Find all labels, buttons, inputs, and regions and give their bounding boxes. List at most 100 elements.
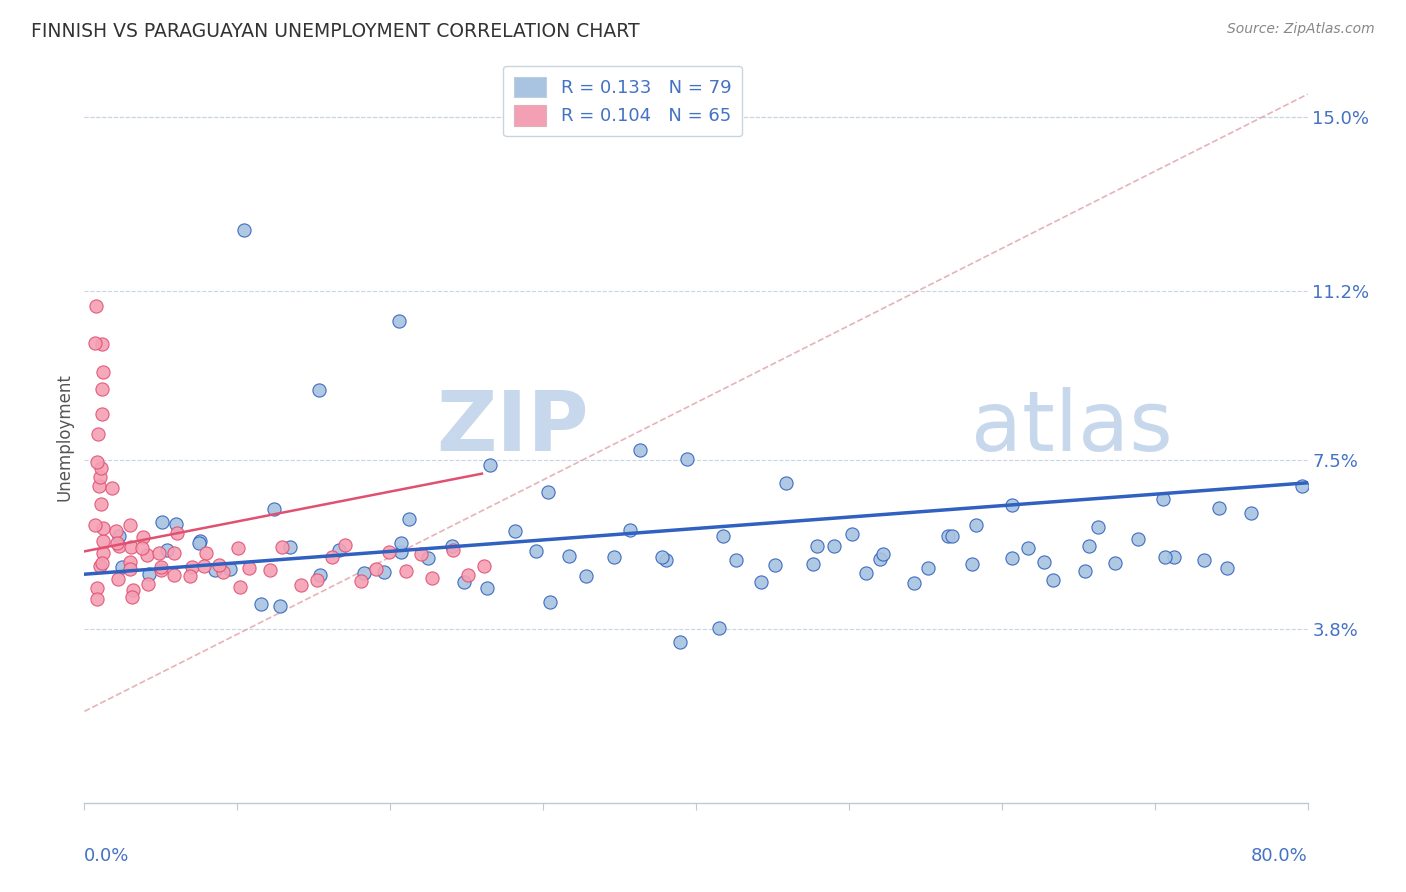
- Point: [378, 545, 401, 559]
- Point: [84, 518, 107, 533]
- Point: [1087, 519, 1109, 533]
- Point: [366, 562, 388, 576]
- Point: [84, 335, 107, 350]
- Point: [603, 549, 626, 564]
- Point: [120, 555, 142, 569]
- Point: [936, 529, 959, 543]
- Point: [91, 365, 114, 379]
- Point: [259, 563, 281, 577]
- Point: [188, 536, 211, 550]
- Point: [1154, 550, 1177, 565]
- Point: [208, 558, 231, 572]
- Point: [163, 568, 186, 582]
- Point: [440, 539, 463, 553]
- Point: [86, 427, 108, 442]
- Point: [89, 558, 111, 573]
- Point: [321, 550, 343, 565]
- Point: [1104, 557, 1126, 571]
- Point: [91, 556, 114, 570]
- Point: [263, 502, 285, 516]
- Point: [855, 566, 877, 580]
- Text: 0.0%: 0.0%: [84, 847, 129, 864]
- Point: [86, 581, 108, 595]
- Point: [163, 546, 186, 560]
- Point: [537, 485, 560, 500]
- Point: [960, 557, 983, 571]
- Point: [1152, 492, 1174, 507]
- Point: [290, 578, 312, 592]
- Text: ZIP: ZIP: [436, 387, 589, 468]
- Point: [104, 524, 127, 539]
- Point: [90, 407, 112, 421]
- Point: [218, 562, 240, 576]
- Point: [503, 524, 526, 539]
- Point: [628, 442, 651, 457]
- Point: [278, 540, 301, 554]
- Text: atlas: atlas: [972, 387, 1173, 468]
- Point: [156, 542, 179, 557]
- Y-axis label: Unemployment: Unemployment: [55, 373, 73, 501]
- Point: [108, 539, 131, 553]
- Point: [1017, 541, 1039, 556]
- Point: [132, 530, 155, 544]
- Point: [328, 542, 350, 557]
- Point: [204, 563, 226, 577]
- Point: [91, 521, 114, 535]
- Point: [1032, 555, 1054, 569]
- Point: [271, 540, 294, 554]
- Point: [90, 497, 112, 511]
- Point: [166, 525, 188, 540]
- Point: [122, 582, 145, 597]
- Point: [474, 558, 496, 573]
- Point: [751, 575, 773, 590]
- Point: [350, 574, 373, 588]
- Point: [84, 299, 107, 313]
- Point: [709, 622, 731, 636]
- Point: [211, 565, 233, 579]
- Point: [917, 561, 939, 575]
- Point: [651, 550, 673, 565]
- Point: [801, 557, 824, 571]
- Point: [188, 534, 211, 549]
- Point: [941, 529, 963, 543]
- Point: [1192, 553, 1215, 567]
- Point: [1216, 561, 1239, 575]
- Point: [86, 592, 108, 607]
- Point: [557, 549, 579, 564]
- Point: [91, 533, 114, 548]
- Point: [441, 543, 464, 558]
- Point: [101, 481, 124, 495]
- Point: [232, 223, 254, 237]
- Point: [229, 580, 252, 594]
- Point: [180, 559, 202, 574]
- Point: [250, 597, 273, 611]
- Legend: R = 0.133   N = 79, R = 0.104   N = 65: R = 0.133 N = 79, R = 0.104 N = 65: [503, 66, 742, 136]
- Point: [120, 562, 142, 576]
- Point: [1001, 550, 1024, 565]
- Text: 80.0%: 80.0%: [1251, 847, 1308, 864]
- Point: [269, 599, 291, 614]
- Text: FINNISH VS PARAGUAYAN UNEMPLOYMENT CORRELATION CHART: FINNISH VS PARAGUAYAN UNEMPLOYMENT CORRE…: [31, 22, 640, 41]
- Point: [309, 567, 332, 582]
- Point: [389, 545, 412, 559]
- Point: [1239, 506, 1261, 520]
- Point: [823, 539, 845, 553]
- Point: [1001, 499, 1024, 513]
- Point: [1208, 500, 1230, 515]
- Point: [1163, 550, 1185, 565]
- Point: [90, 461, 112, 475]
- Point: [135, 548, 157, 562]
- Point: [107, 572, 129, 586]
- Point: [121, 590, 143, 604]
- Point: [194, 545, 217, 559]
- Point: [1077, 539, 1099, 553]
- Point: [869, 552, 891, 566]
- Point: [118, 517, 141, 532]
- Point: [398, 511, 420, 525]
- Point: [91, 382, 114, 396]
- Point: [619, 523, 641, 537]
- Point: [333, 537, 356, 551]
- Text: Source: ZipAtlas.com: Source: ZipAtlas.com: [1227, 22, 1375, 37]
- Point: [775, 476, 797, 491]
- Point: [806, 539, 828, 553]
